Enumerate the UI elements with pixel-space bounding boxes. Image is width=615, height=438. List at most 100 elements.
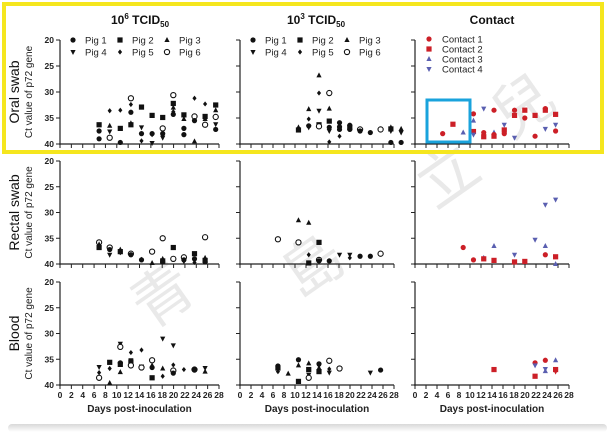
y-tick-label: 25: [45, 61, 55, 71]
data-point: [170, 255, 177, 262]
data-point: [191, 251, 198, 257]
y-axis-label: Ct value of p72 gene: [24, 166, 35, 259]
data-point: [326, 129, 332, 134]
data-point: [191, 256, 198, 262]
legend-pigs-1: Pig 1 Pig 2 Pig 3 Pig 4 Pig 5 Pig 6: [250, 36, 381, 59]
data-point: [398, 130, 404, 136]
data-point: [511, 112, 518, 118]
data-point: [117, 139, 123, 146]
data-point: [491, 107, 497, 113]
y-tick-label: 30: [45, 208, 55, 218]
data-point: [306, 116, 311, 122]
x-tick-label: 16: [323, 390, 333, 400]
data-point: [305, 374, 312, 381]
y-tick-label: 40: [45, 139, 55, 149]
data-point: [191, 138, 198, 144]
y-axis-label: Ct value of p72 gene: [24, 45, 35, 138]
data-point: [553, 111, 559, 117]
data-point: [542, 107, 548, 113]
x-tick-label: 2: [249, 390, 254, 400]
legend-marker: [426, 46, 432, 52]
data-point: [170, 343, 176, 349]
data-point: [481, 256, 487, 262]
data-point: [316, 90, 322, 96]
data-point: [532, 133, 538, 139]
legend-marker: [70, 37, 76, 43]
legend-label: Contact 4: [442, 65, 483, 76]
data-point: [149, 259, 155, 265]
data-point: [118, 107, 123, 113]
points-2-2: [491, 357, 559, 379]
highlight-box-oral-swab: [2, 2, 604, 154]
data-point: [347, 255, 352, 261]
data-point: [148, 248, 156, 255]
data-point: [326, 105, 332, 111]
data-point: [181, 259, 187, 265]
x-tick-label: 0: [58, 390, 63, 400]
x-tick-label: 6: [271, 390, 276, 400]
watermark: 青島立兒: [119, 61, 567, 340]
highlight-box-contact-early: [425, 98, 472, 144]
data-point: [117, 369, 123, 375]
data-point: [326, 124, 332, 130]
data-point: [501, 131, 507, 137]
x-tick-label: 0: [238, 390, 243, 400]
data-point: [511, 259, 518, 265]
data-point: [367, 129, 373, 136]
data-point: [522, 107, 528, 113]
legend-label: Contact 1: [442, 35, 483, 46]
points-1-1: [274, 217, 384, 266]
x-axis-label: Days post-inoculation: [87, 404, 191, 415]
points-1-0: [95, 234, 209, 266]
legend-marker: [117, 37, 123, 43]
x-tick-label: 18: [509, 390, 519, 400]
x-tick-label: 2: [424, 390, 429, 400]
legend-label: Pig 5: [312, 48, 334, 59]
row-label: Oral swab: [6, 60, 22, 123]
data-point: [128, 101, 133, 108]
data-point: [274, 236, 282, 243]
data-point: [316, 239, 322, 245]
data-point: [398, 125, 404, 131]
data-point: [326, 370, 332, 376]
page-shadow: [8, 424, 607, 432]
data-point: [275, 369, 281, 375]
data-point: [128, 349, 133, 356]
row-label: Blood: [6, 316, 22, 352]
data-point: [191, 366, 198, 373]
x-tick-label: 10: [112, 390, 122, 400]
panel-1-2: [411, 160, 570, 268]
data-point: [377, 126, 384, 133]
data-point: [553, 261, 559, 266]
y-tick-label: 30: [45, 329, 55, 339]
x-tick-label: 14: [487, 390, 497, 400]
data-point: [553, 122, 559, 128]
x-tick-label: 6: [92, 390, 97, 400]
data-point: [95, 374, 103, 381]
data-point: [139, 256, 144, 262]
x-tick-label: 22: [180, 390, 190, 400]
legend-label: Contact 3: [442, 55, 483, 66]
data-point: [107, 252, 113, 258]
legend-marker: [250, 50, 256, 55]
legend-marker: [297, 37, 303, 43]
data-point: [202, 368, 208, 374]
data-point: [150, 132, 155, 138]
data-point: [553, 357, 559, 363]
x-tick-label: 20: [169, 390, 179, 400]
data-point: [522, 115, 528, 121]
data-point: [127, 362, 135, 369]
data-point: [181, 112, 187, 118]
data-point: [511, 252, 518, 258]
data-point: [522, 258, 528, 265]
legend-label: Pig 4: [85, 48, 107, 59]
data-point: [170, 244, 176, 251]
legend-marker: [163, 48, 171, 56]
data-point: [542, 126, 548, 132]
data-point: [347, 126, 353, 133]
data-point: [470, 111, 477, 117]
data-point: [470, 257, 477, 263]
watermark-char: 島: [269, 221, 357, 310]
